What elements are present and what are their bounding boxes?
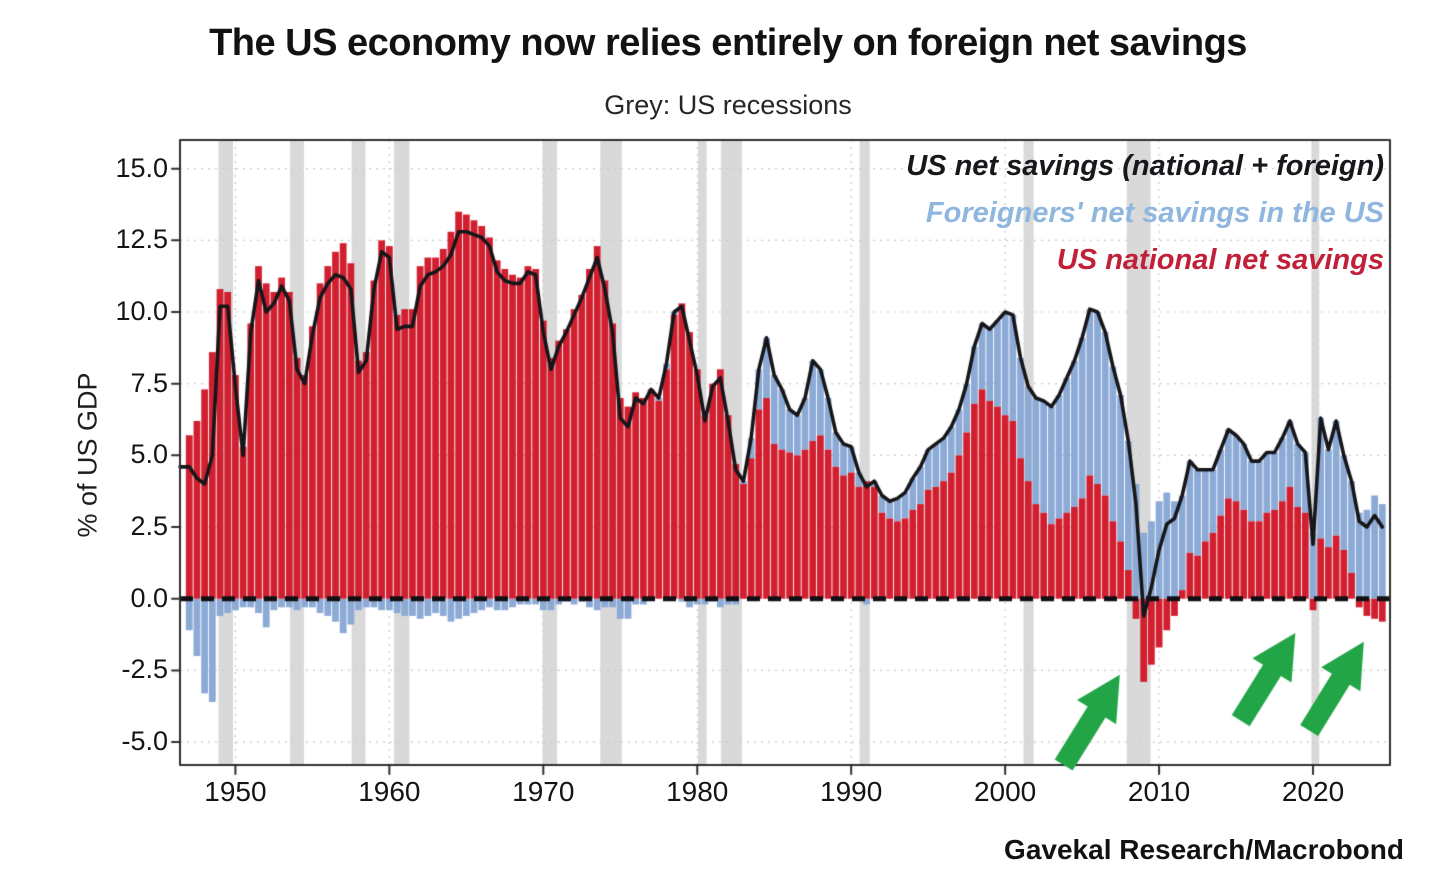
x-tick-label: 2020: [1281, 776, 1345, 807]
y-tick-label: 7.5: [130, 367, 168, 398]
y-tick-label: 10.0: [115, 296, 168, 327]
y-tick-label: -5.0: [121, 726, 168, 757]
x-tick-label: 1970: [512, 776, 575, 807]
legend-item-us-national-net-savings: US national net savings: [1056, 244, 1384, 276]
y-tick-label: 0.0: [130, 582, 168, 613]
x-tick-label: 1990: [820, 776, 883, 807]
chart-title: The US economy now relies entirely on fo…: [209, 22, 1247, 64]
legend-item-us-net-savings-total: US net savings (national + foreign): [906, 150, 1384, 182]
y-tick-label: 12.5: [115, 224, 168, 255]
y-tick-label: -2.5: [121, 654, 168, 685]
y-tick-label: 15.0: [115, 152, 168, 183]
x-tick-label: 1960: [358, 776, 421, 807]
x-tick-label: 1950: [204, 776, 267, 807]
source-attribution: Gavekal Research/Macrobond: [1004, 834, 1404, 865]
x-tick-label: 2000: [973, 776, 1037, 807]
chart-subtitle: Grey: US recessions: [604, 90, 852, 120]
legend-item-foreigners-net-savings: Foreigners' net savings in the US: [925, 197, 1384, 229]
y-tick-label: 2.5: [130, 511, 168, 542]
legend: US net savings (national + foreign) Fore…: [906, 150, 1384, 291]
y-tick-label: 5.0: [130, 439, 168, 470]
x-tick-label: 2010: [1127, 776, 1191, 807]
x-tick-label: 1980: [666, 776, 729, 807]
